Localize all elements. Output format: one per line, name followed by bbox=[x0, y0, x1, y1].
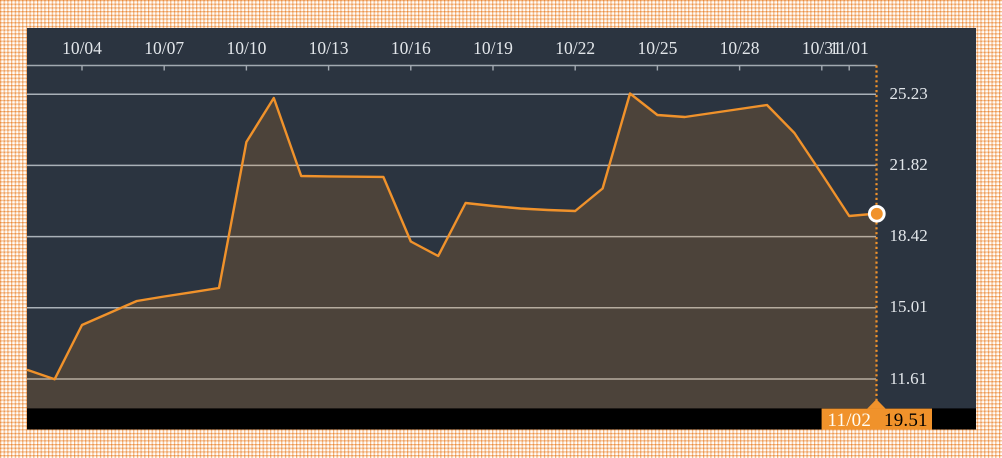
svg-text:21.82: 21.82 bbox=[890, 155, 928, 174]
svg-text:10/22: 10/22 bbox=[555, 38, 595, 58]
svg-text:15.01: 15.01 bbox=[890, 297, 928, 316]
svg-text:10/19: 10/19 bbox=[473, 38, 513, 58]
svg-text:10/16: 10/16 bbox=[391, 38, 431, 58]
svg-text:25.23: 25.23 bbox=[890, 84, 928, 103]
svg-text:18.42: 18.42 bbox=[890, 226, 928, 245]
svg-text:11/01: 11/01 bbox=[830, 38, 869, 58]
svg-text:10/04: 10/04 bbox=[62, 38, 102, 58]
svg-text:19.51: 19.51 bbox=[884, 410, 928, 431]
svg-text:10/13: 10/13 bbox=[309, 38, 349, 58]
svg-text:11.61: 11.61 bbox=[890, 369, 928, 388]
svg-text:10/28: 10/28 bbox=[720, 38, 760, 58]
svg-text:10/25: 10/25 bbox=[637, 38, 677, 58]
svg-text:10/07: 10/07 bbox=[144, 38, 184, 58]
svg-text:10/31: 10/31 bbox=[802, 38, 842, 58]
svg-text:10/10: 10/10 bbox=[226, 38, 266, 58]
svg-text:11/02: 11/02 bbox=[828, 410, 872, 431]
